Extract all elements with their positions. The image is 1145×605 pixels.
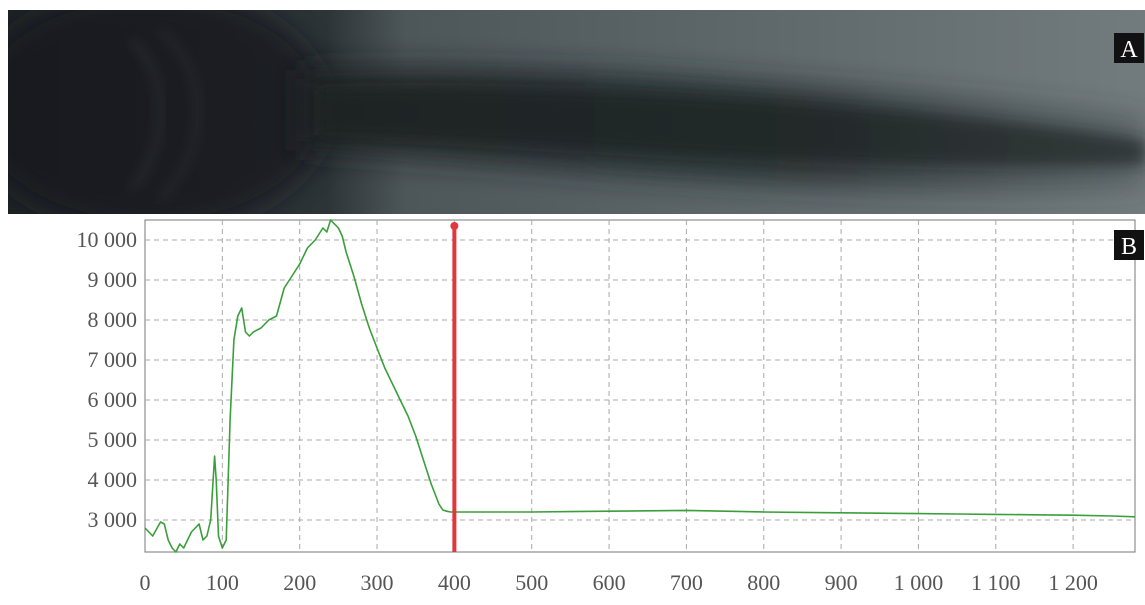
x-tick-label: 300 [361,570,394,595]
x-tick-label: 1 000 [894,570,944,595]
x-tick-label: 200 [283,570,316,595]
x-tick-label: 0 [140,570,151,595]
y-tick-label: 9 000 [88,267,138,292]
x-tick-label: 800 [747,570,780,595]
x-tick-label: 400 [438,570,471,595]
panel-label-b: B [1114,230,1144,260]
y-tick-label: 10 000 [77,227,138,252]
x-tick-label: 100 [206,570,239,595]
nozzle-shadow [8,10,330,214]
x-tick-label: 900 [825,570,858,595]
gridlines [145,220,1135,552]
plot-area [144,219,1136,553]
svg-text:A: A [1120,37,1138,63]
y-tick-label: 5 000 [88,427,138,452]
y-tick-label: 6 000 [88,387,138,412]
x-tick-label: 700 [670,570,703,595]
x-tick-label: 1 100 [971,570,1021,595]
y-tick-label: 3 000 [88,507,138,532]
y-tick-label: 7 000 [88,347,138,372]
nozzle-ring [128,38,162,192]
x-tick-label: 1 200 [1048,570,1098,595]
x-tick-label: 600 [593,570,626,595]
svg-text:B: B [1121,234,1137,260]
plume-core [320,89,1145,166]
image-panel [8,10,1145,214]
y-tick-label: 4 000 [88,467,138,492]
series-layer [144,219,1136,553]
y-tick-labels: 3 000 4 000 5 000 6 000 7 000 8 000 9 000 10 00… [77,227,138,532]
panel-label-a: A [1114,33,1144,63]
series-line [144,219,1136,553]
line-chart: 0 100 200 300 400 500 600 700 800 900 1 000 1 100 1 … [77,219,1136,595]
nozzle-ring [158,28,199,202]
y-tick-label: 8 000 [88,307,138,332]
marker-layer [450,222,459,552]
x-tick-labels: 0 100 200 300 400 500 600 700 800 900 1 000 1 100 1 … [140,570,1098,595]
x-tick-label: 500 [515,570,548,595]
marker-handle [450,222,459,230]
